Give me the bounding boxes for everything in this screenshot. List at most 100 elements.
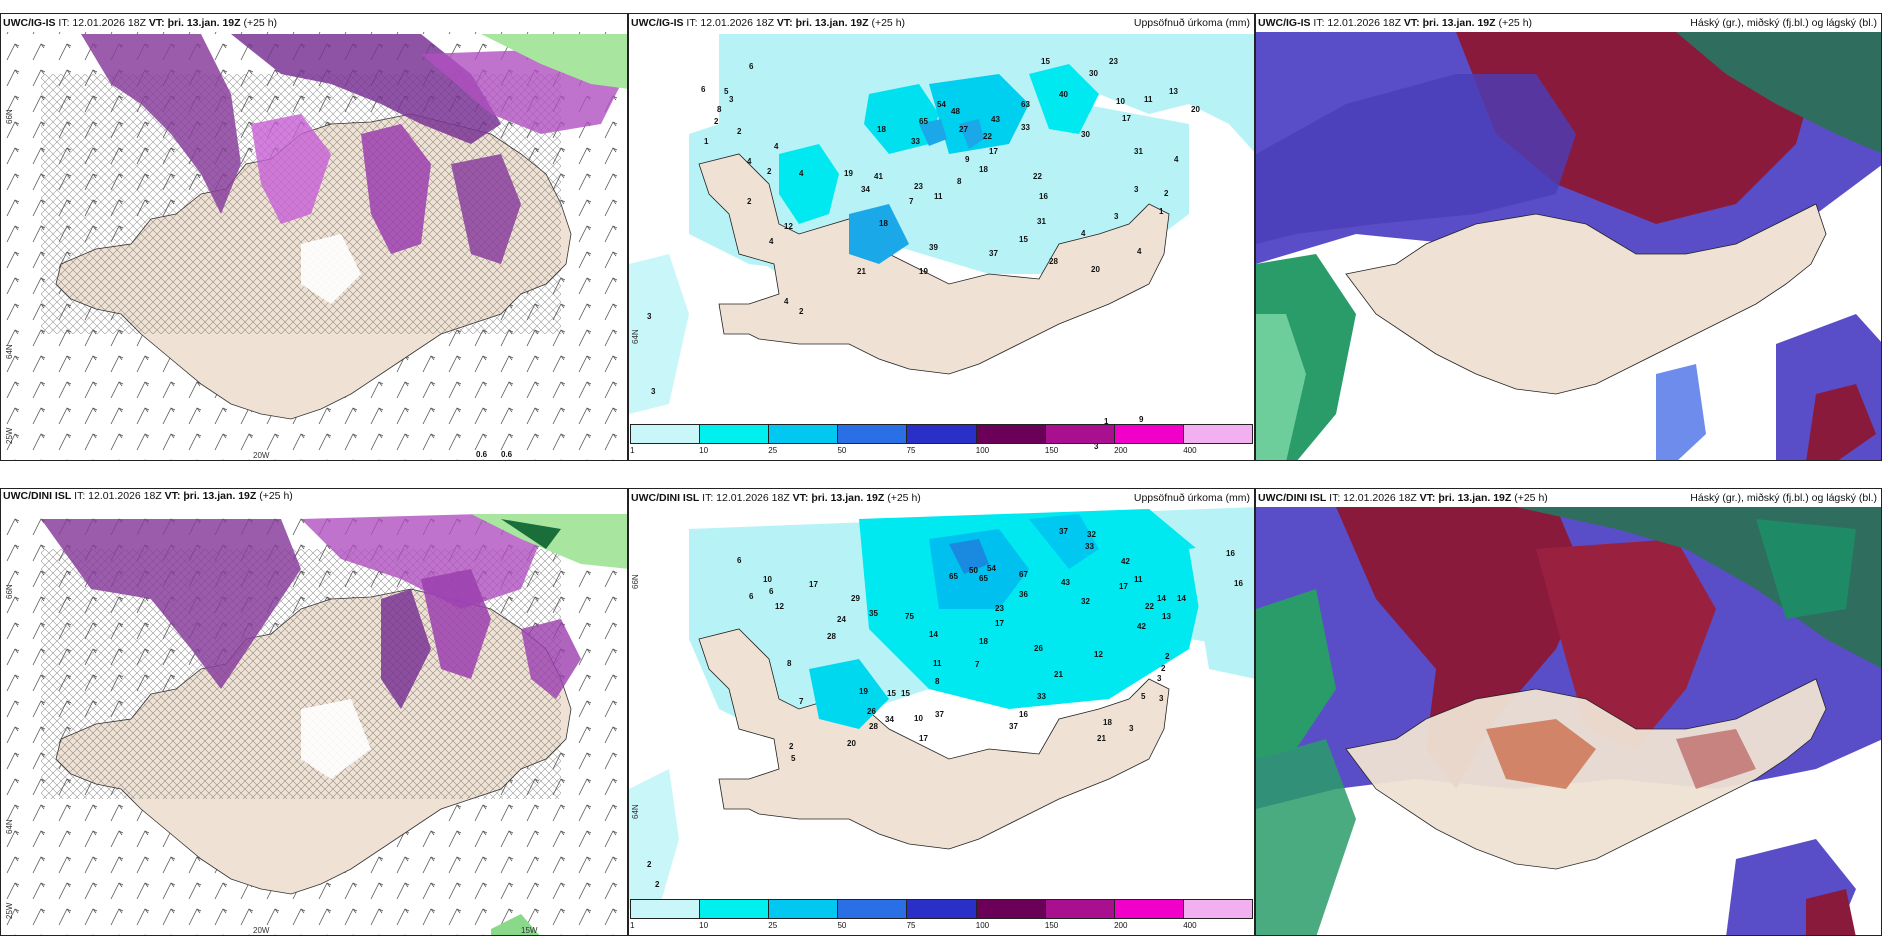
precip-value: 10	[914, 714, 923, 723]
precip-value: 15	[887, 689, 896, 698]
precip-value: 18	[979, 637, 988, 646]
precip-value: 6	[749, 592, 754, 601]
precip-value: 3	[729, 95, 734, 104]
precip-value: 4	[774, 142, 779, 151]
longitude-label: 25W	[5, 427, 14, 444]
colorbar-tick: 200	[1114, 446, 1128, 455]
precip-value: 4	[799, 169, 804, 178]
precip-value: 9	[1139, 415, 1144, 424]
precip-value: 34	[885, 715, 894, 724]
precip-value: 63	[1021, 100, 1030, 109]
precip-value: 21	[857, 267, 866, 276]
panel-2-header: UWC/IG-IS IT: 12.01.2026 18Z VT: þri. 13…	[629, 14, 1254, 32]
precip-value: 4	[1081, 229, 1086, 238]
precip-value: 2	[737, 127, 742, 136]
precip-value: 23	[1109, 57, 1118, 66]
precip-value: 3	[1134, 185, 1139, 194]
colorbar-cell	[631, 425, 701, 443]
model-name: UWC/IG-IS	[631, 17, 684, 29]
precip-value: 6	[701, 85, 706, 94]
precip-value: 33	[1021, 123, 1030, 132]
panel-6-header: UWC/DINI ISL IT: 12.01.2026 18Z VT: þri.…	[1256, 489, 1881, 507]
precip-value: 1	[1159, 207, 1164, 216]
precip-value: 33	[1085, 542, 1094, 551]
precip-value: 17	[995, 619, 1004, 628]
value-label: 0.6	[501, 450, 513, 459]
model-name: UWC/DINI ISL	[1258, 492, 1327, 504]
precip-value: 16	[1039, 192, 1048, 201]
precip-value: 15	[1019, 235, 1028, 244]
precip-value: 17	[1119, 582, 1128, 591]
precip-value: 2	[1165, 652, 1170, 661]
panel-3-clouds: UWC/IG-IS IT: 12.01.2026 18Z VT: þri. 13…	[1255, 13, 1882, 461]
colorbar-cell	[700, 425, 770, 443]
precip-value: 1	[1104, 417, 1109, 426]
precip-value: 18	[979, 165, 988, 174]
precip-value: 3	[1159, 694, 1164, 703]
precip-value: 2	[789, 742, 794, 751]
longitude-label: 20W	[253, 926, 270, 935]
precip-value: 16	[1234, 579, 1243, 588]
colorbar-tick: 1	[630, 921, 635, 930]
precip-value: 11	[1134, 575, 1143, 584]
colorbar-cell	[1183, 900, 1252, 918]
init-time: IT: 12.01.2026 18Z	[58, 17, 146, 29]
colorbar-cell	[700, 900, 770, 918]
precip-value: 22	[1145, 602, 1154, 611]
precip-value: 4	[784, 297, 789, 306]
colorbar-tick: 10	[699, 446, 709, 455]
precip-value: 42	[1137, 622, 1146, 631]
precip-value: 10	[1116, 97, 1125, 106]
precip-value: 26	[1034, 644, 1043, 653]
precip-value: 31	[1134, 147, 1143, 156]
latitude-label: 66N	[631, 574, 640, 589]
colorbar-tick: 100	[975, 921, 990, 930]
precip-value: 50	[969, 566, 978, 575]
precip-value: 12	[784, 222, 793, 231]
precip-value: 3	[651, 387, 656, 396]
precip-value: 5	[791, 754, 796, 763]
precip-value: 14	[929, 630, 938, 639]
precip-value: 2	[747, 197, 752, 206]
precip-value: 2	[655, 880, 660, 889]
precip-value: 32	[1081, 597, 1090, 606]
longitude-label: 25W	[5, 902, 14, 919]
precip-value: 35	[869, 609, 878, 618]
precip-value: 8	[957, 177, 962, 186]
colorbar-tick: 100	[975, 446, 990, 455]
colorbar-cell	[907, 425, 977, 443]
precip-value: 39	[929, 243, 938, 252]
value-label: 0.6	[476, 450, 488, 459]
lead-time: (+25 h)	[259, 490, 293, 502]
precip-value: 37	[1009, 722, 1018, 731]
precip-value: 8	[787, 659, 792, 668]
precip-value: 8	[935, 677, 940, 686]
precip-value: 17	[1122, 114, 1131, 123]
precip-value: 22	[1033, 172, 1042, 181]
precip-value: 31	[1037, 217, 1046, 226]
precip-value: 11	[1144, 95, 1153, 104]
colorbar-cell	[1114, 900, 1184, 918]
precip-value: 16	[1226, 549, 1235, 558]
precip-value: 24	[837, 615, 846, 624]
precip-value: 34	[861, 185, 870, 194]
panel-3-header: UWC/IG-IS IT: 12.01.2026 18Z VT: þri. 13…	[1256, 14, 1881, 32]
valid-time-label: VT:	[164, 490, 181, 502]
panel-2-precipitation: UWC/IG-IS IT: 12.01.2026 18Z VT: þri. 13…	[628, 13, 1255, 461]
precip-value: 20	[1191, 105, 1200, 114]
model-name: UWC/DINI ISL	[631, 492, 700, 504]
precip-value: 12	[775, 602, 784, 611]
precip-value: 2	[1161, 664, 1166, 673]
precip-value: 7	[975, 660, 980, 669]
latitude-label: 66N	[5, 109, 14, 124]
colorbar-cell	[976, 425, 1046, 443]
precip-value: 6	[769, 587, 774, 596]
colorbar-cell	[631, 900, 701, 918]
precip-value: 2	[647, 860, 652, 869]
map-6	[1256, 507, 1881, 935]
valid-time: þri. 13.jan. 19Z	[1438, 492, 1512, 504]
init-time: IT: 12.01.2026 18Z	[74, 490, 162, 502]
precip-value: 3	[647, 312, 652, 321]
field-title: Háský (gr.), miðský (fj.bl.) og lágský (…	[1690, 17, 1877, 29]
colorbar-tick: 400	[1183, 446, 1197, 455]
